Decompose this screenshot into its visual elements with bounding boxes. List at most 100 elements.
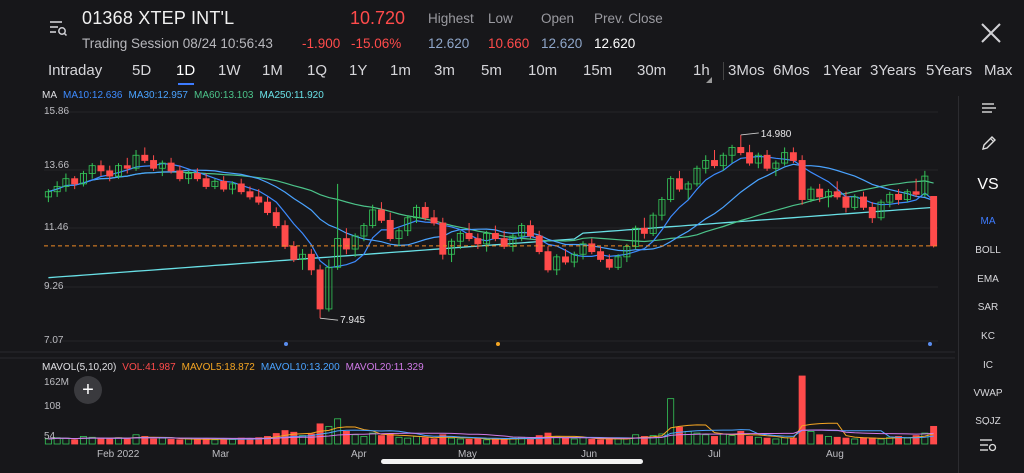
tab-5years[interactable]: 5Years: [926, 62, 973, 79]
volume-bar: [737, 431, 745, 445]
tab-3min[interactable]: 3m: [434, 62, 455, 79]
tab-1year[interactable]: 1Year: [823, 62, 862, 79]
current-price: 10.720: [350, 8, 406, 28]
ma10-value: MA10:12.636: [63, 90, 123, 101]
pencil-icon[interactable]: [980, 134, 998, 152]
candle-body: [395, 230, 403, 240]
mavol20-value: MAVOL20:11.329: [345, 362, 424, 373]
x-tick-label: Jul: [708, 449, 721, 460]
lines-icon[interactable]: [981, 102, 997, 116]
candle-body: [483, 233, 491, 245]
tab-1y[interactable]: 1Y: [349, 62, 368, 79]
candle-body: [246, 191, 254, 198]
volume-bar: [807, 431, 815, 445]
x-tick-label: Feb 2022: [97, 449, 140, 460]
volume-bar: [351, 434, 359, 445]
settings-list-icon[interactable]: [979, 437, 997, 453]
candle-body: [833, 191, 841, 198]
candle-body: [860, 196, 867, 208]
candle-body: [553, 256, 561, 271]
candle-body: [150, 160, 158, 169]
volume-bar: [456, 438, 464, 445]
vs-compare-button[interactable]: VS: [977, 176, 999, 193]
tab-6mos[interactable]: 6Mos: [773, 62, 810, 79]
volume-bar: [404, 437, 412, 445]
candle-body: [763, 154, 771, 169]
candle-body: [430, 217, 438, 224]
tab-1m-month[interactable]: 1M: [262, 62, 283, 79]
tab-max[interactable]: Max: [984, 62, 1013, 79]
tab-3mos[interactable]: 3Mos: [728, 62, 765, 79]
tab-30min[interactable]: 30m: [637, 62, 667, 79]
period-tabs: Intraday 5D 1D 1W 1M 1Q 1Y 1m 3m 5m 10m …: [0, 60, 1024, 86]
price-chart[interactable]: 14.980 7.945 15.86 13.66 11.46 9.26 7.07 …: [0, 100, 955, 460]
add-indicator-button[interactable]: +: [74, 376, 102, 404]
indicator-sidebar: VS MA BOLL EMA SAR KC IC VWAP SQJZ: [958, 96, 1024, 473]
indicator-ic[interactable]: IC: [983, 360, 993, 371]
volume-bar: [369, 432, 377, 445]
candle-body: [816, 188, 824, 198]
tab-1w[interactable]: 1W: [218, 62, 241, 79]
candle-body: [702, 160, 710, 169]
tab-1min[interactable]: 1m: [390, 62, 411, 79]
vol-value: VOL:41.987: [122, 362, 176, 373]
candle-body: [465, 233, 473, 240]
close-icon[interactable]: [978, 20, 1004, 46]
candle-body: [658, 199, 666, 216]
volume-bar: [491, 438, 499, 445]
ma60-line: [48, 171, 934, 243]
candle-body: [824, 191, 832, 198]
candlestick-chart-svg[interactable]: 14.980 7.945: [0, 100, 955, 445]
indicator-kc[interactable]: KC: [981, 331, 995, 342]
vol-tick-label: 108: [44, 401, 61, 412]
candle-body: [614, 256, 622, 268]
indicator-ema[interactable]: EMA: [977, 274, 999, 285]
candle-body: [290, 246, 298, 260]
candle-body: [886, 193, 894, 203]
volume-bar: [860, 437, 867, 445]
indicator-boll[interactable]: BOLL: [975, 245, 1001, 256]
candle-body: [369, 209, 377, 226]
tab-5min[interactable]: 5m: [481, 62, 502, 79]
volume-bar: [781, 437, 789, 445]
vol-tick-label: 162M: [44, 377, 70, 388]
candle-body: [509, 235, 517, 247]
indicator-vwap[interactable]: VWAP: [973, 388, 1003, 399]
indicator-sar[interactable]: SAR: [977, 302, 999, 313]
volume-bar: [754, 436, 762, 445]
tab-15min[interactable]: 15m: [583, 62, 613, 79]
tab-intraday[interactable]: Intraday: [48, 62, 103, 79]
tab-1h[interactable]: 1h: [693, 62, 710, 79]
volume-bar: [711, 436, 718, 445]
quote-header: 01368 XTEP INT'L 10.720 Trading Session …: [0, 0, 1024, 60]
y-tick-label: 15.86: [44, 106, 70, 117]
candle-body: [684, 183, 692, 190]
volume-bar: [693, 432, 701, 445]
volume-bar: [535, 435, 543, 445]
tab-10min[interactable]: 10m: [528, 62, 558, 79]
highest-label: Highest: [428, 11, 474, 26]
volume-bar: [474, 438, 482, 445]
candle-body: [106, 170, 114, 177]
candle-body: [781, 152, 789, 164]
candle-body: [807, 188, 815, 200]
candle-body: [728, 147, 736, 156]
list-search-icon[interactable]: [48, 18, 68, 38]
x-tick-label: Mar: [212, 449, 230, 460]
tab-5d[interactable]: 5D: [132, 62, 152, 79]
candle-body: [88, 165, 96, 174]
indicator-ma[interactable]: MA: [980, 216, 996, 227]
tab-1d[interactable]: 1D: [176, 62, 196, 79]
candle-body: [491, 233, 499, 240]
event-dot: [496, 342, 500, 346]
volume-bar: [465, 438, 473, 445]
event-dot: [928, 342, 932, 346]
volume-bar: [158, 437, 166, 445]
volume-bar: [342, 431, 350, 445]
indicator-sqjz[interactable]: SQJZ: [975, 416, 1001, 425]
candle-body: [597, 251, 605, 260]
price-change: -1.900: [302, 36, 341, 51]
home-indicator: [381, 459, 643, 464]
tab-3years[interactable]: 3Years: [870, 62, 917, 79]
tab-1q[interactable]: 1Q: [307, 62, 328, 79]
